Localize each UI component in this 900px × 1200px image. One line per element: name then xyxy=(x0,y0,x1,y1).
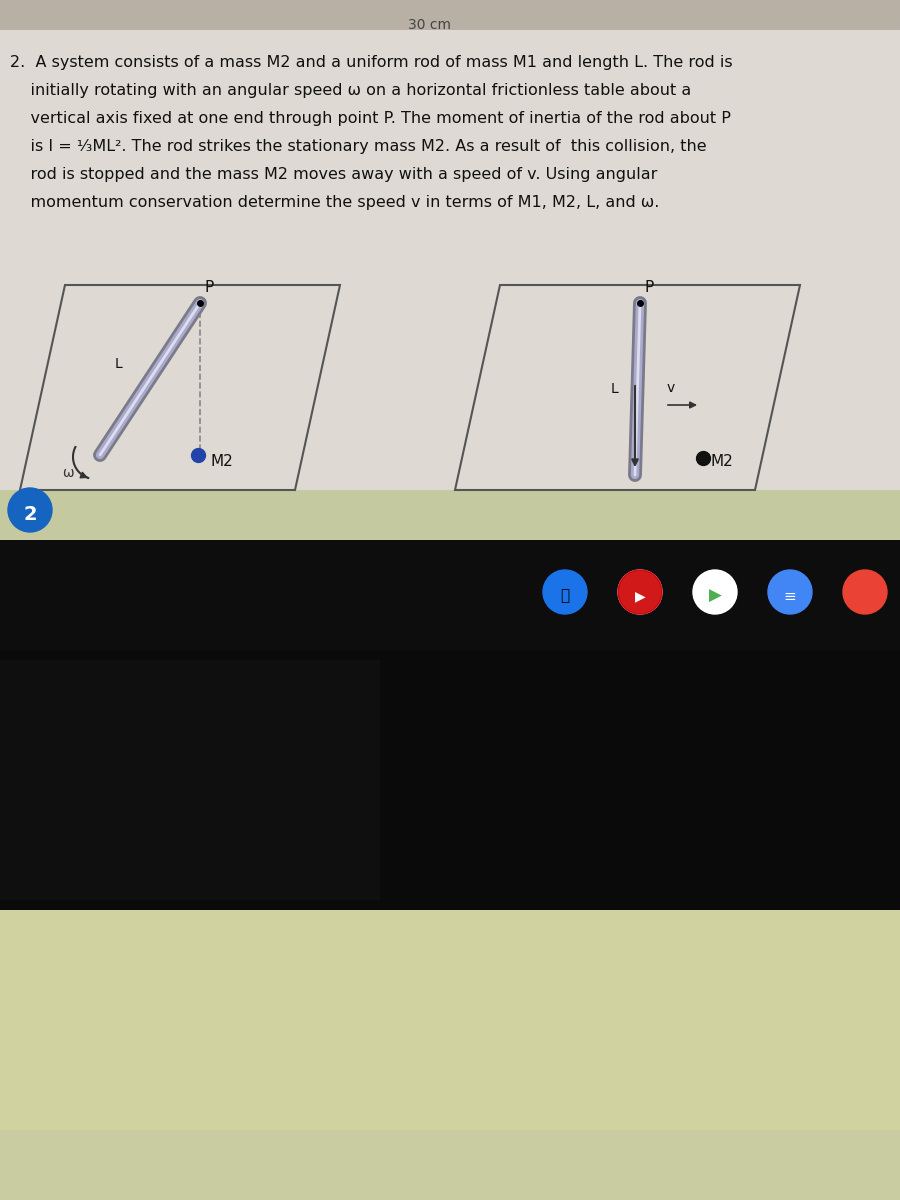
Bar xyxy=(0,490,900,620)
Circle shape xyxy=(768,570,812,614)
Text: is I = ¹⁄₃ML². The rod strikes the stationary mass M2. As a result of  this coll: is I = ¹⁄₃ML². The rod strikes the stati… xyxy=(10,139,706,154)
Text: 🎥: 🎥 xyxy=(561,588,570,604)
Text: vertical axis fixed at one end through point P. The moment of inertia of the rod: vertical axis fixed at one end through p… xyxy=(10,110,731,126)
Text: ▶: ▶ xyxy=(708,587,722,605)
Text: ≡: ≡ xyxy=(784,588,796,604)
Circle shape xyxy=(8,488,52,532)
Text: ω: ω xyxy=(62,466,74,480)
Text: 2: 2 xyxy=(23,504,37,523)
Text: L: L xyxy=(610,382,618,396)
Circle shape xyxy=(618,570,662,614)
Text: momentum conservation determine the speed v in terms of M1, M2, L, and ω.: momentum conservation determine the spee… xyxy=(10,194,660,210)
Polygon shape xyxy=(20,284,340,490)
Polygon shape xyxy=(455,284,800,490)
Text: v: v xyxy=(667,382,675,395)
Bar xyxy=(0,30,900,520)
Text: ▶: ▶ xyxy=(634,589,645,602)
Circle shape xyxy=(693,570,737,614)
Text: M2: M2 xyxy=(210,454,233,468)
Bar xyxy=(0,650,900,910)
Text: M2: M2 xyxy=(711,455,733,469)
Text: 2.  A system consists of a mass M2 and a uniform rod of mass M1 and length L. Th: 2. A system consists of a mass M2 and a … xyxy=(10,55,733,70)
Text: rod is stopped and the mass M2 moves away with a speed of v. Using angular: rod is stopped and the mass M2 moves awa… xyxy=(10,167,657,182)
Text: L: L xyxy=(114,358,122,371)
Text: P: P xyxy=(205,280,214,295)
Text: 30 cm: 30 cm xyxy=(409,18,452,32)
Circle shape xyxy=(843,570,887,614)
Bar xyxy=(0,0,900,30)
Text: P: P xyxy=(645,280,654,295)
Circle shape xyxy=(618,570,662,614)
Bar xyxy=(0,540,900,650)
Bar xyxy=(0,650,900,910)
Text: initially rotating with an angular speed ω on a horizontal frictionless table ab: initially rotating with an angular speed… xyxy=(10,83,691,98)
Bar xyxy=(0,660,380,900)
Bar xyxy=(0,910,900,1200)
Circle shape xyxy=(543,570,587,614)
Bar xyxy=(0,1130,900,1200)
